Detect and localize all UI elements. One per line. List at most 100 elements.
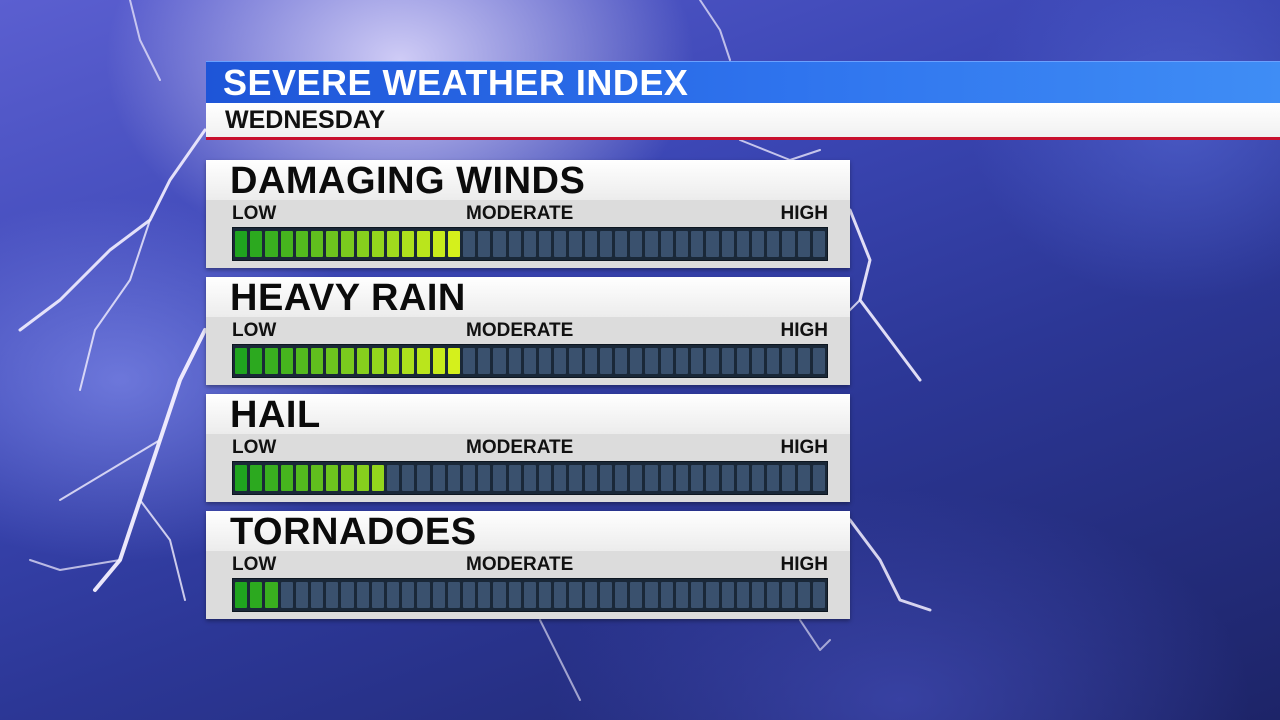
- meter-segment-empty: [584, 465, 597, 491]
- meter-segment-filled: [341, 465, 354, 491]
- meter-segment-empty: [493, 582, 506, 608]
- meter-segment-empty: [797, 582, 810, 608]
- meter-segment-empty: [508, 582, 521, 608]
- meter-segment-empty: [615, 465, 628, 491]
- meter-segment-empty: [341, 582, 354, 608]
- meter-segment-empty: [387, 582, 400, 608]
- meter-segment-empty: [782, 348, 795, 374]
- meter-segment-empty: [691, 465, 704, 491]
- meter-segment-empty: [797, 348, 810, 374]
- meter-segment-empty: [736, 231, 749, 257]
- scale-labels: LOW MODERATE HIGH: [232, 436, 828, 460]
- meter-segment-empty: [691, 582, 704, 608]
- meter-segment-empty: [736, 348, 749, 374]
- meter-segment-empty: [767, 465, 780, 491]
- meter-segment-empty: [478, 231, 491, 257]
- meter-segment-empty: [463, 231, 476, 257]
- meter-segment-filled: [250, 582, 263, 608]
- meter-segment-filled: [311, 348, 324, 374]
- meter-segment-empty: [493, 348, 506, 374]
- level-meter: [232, 344, 828, 378]
- meter-segment-empty: [523, 582, 537, 608]
- meter-segment-empty: [463, 582, 476, 608]
- meter-segment-empty: [660, 582, 673, 608]
- meter-segment-filled: [402, 348, 415, 374]
- meter-segment-empty: [812, 465, 825, 491]
- meter-segment-empty: [706, 582, 719, 608]
- meter-segment-empty: [508, 231, 521, 257]
- meter-segment-empty: [584, 582, 597, 608]
- meter-segment-empty: [660, 348, 673, 374]
- meter-segment-empty: [782, 465, 795, 491]
- meter-segment-filled: [326, 465, 339, 491]
- meter-segment-empty: [478, 465, 491, 491]
- meter-segment-empty: [356, 582, 369, 608]
- meter-segment-filled: [295, 348, 309, 374]
- meter-segment-empty: [706, 231, 719, 257]
- meter-segment-filled: [326, 231, 339, 257]
- meter-segment-filled: [432, 231, 445, 257]
- meter-segment-filled: [250, 231, 263, 257]
- scale-high-label: HIGH: [780, 437, 829, 458]
- meter-segment-empty: [432, 582, 445, 608]
- meter-segment-empty: [417, 465, 430, 491]
- meter-segment-empty: [797, 465, 810, 491]
- meter-segment-empty: [645, 582, 658, 608]
- meter-segment-empty: [721, 348, 734, 374]
- meter-segment-filled: [447, 348, 461, 374]
- meter-segment-filled: [265, 465, 278, 491]
- meter-segment-filled: [432, 348, 445, 374]
- meter-segment-filled: [417, 348, 430, 374]
- scale-high-label: HIGH: [780, 320, 829, 341]
- category-title: HEAVY RAIN: [206, 277, 850, 319]
- category-title: HAIL: [206, 394, 850, 436]
- meter-segment-filled: [295, 465, 309, 491]
- meter-segment-empty: [478, 582, 491, 608]
- scale-high-label: HIGH: [780, 203, 829, 224]
- meter-segment-empty: [539, 348, 552, 374]
- meter-segment-empty: [539, 231, 552, 257]
- meter-segment-empty: [508, 348, 521, 374]
- meter-segment-empty: [599, 465, 613, 491]
- meter-segment-empty: [675, 348, 689, 374]
- meter-segment-empty: [767, 582, 780, 608]
- meter-segment-empty: [523, 465, 537, 491]
- meter-segment-empty: [615, 348, 628, 374]
- scale-labels: LOW MODERATE HIGH: [232, 319, 828, 343]
- meter-segment-empty: [554, 231, 567, 257]
- meter-segment-empty: [812, 348, 825, 374]
- meter-segment-empty: [402, 465, 415, 491]
- meter-segment-empty: [675, 582, 689, 608]
- meter-segment-filled: [447, 231, 461, 257]
- meter-segment-empty: [645, 348, 658, 374]
- meter-segment-empty: [721, 582, 734, 608]
- meter-segment-empty: [569, 231, 582, 257]
- meter-segment-empty: [463, 465, 476, 491]
- meter-segment-empty: [569, 582, 582, 608]
- meter-segment-empty: [432, 465, 445, 491]
- meter-segment-empty: [569, 465, 582, 491]
- meter-segment-filled: [356, 465, 369, 491]
- scale-high-label: HIGH: [780, 554, 829, 575]
- scale-moderate-label: MODERATE: [466, 203, 574, 224]
- meter-segment-empty: [539, 465, 552, 491]
- meter-segment-empty: [691, 231, 704, 257]
- meter-segment-filled: [387, 348, 400, 374]
- meter-segment-filled: [235, 465, 248, 491]
- meter-segment-empty: [554, 582, 567, 608]
- meter-segment-empty: [311, 582, 324, 608]
- meter-segment-filled: [280, 231, 293, 257]
- category-title: DAMAGING WINDS: [206, 160, 850, 202]
- meter-segment-filled: [280, 348, 293, 374]
- meter-segment-empty: [493, 465, 506, 491]
- meter-segment-empty: [767, 231, 780, 257]
- meter-segment-filled: [235, 348, 248, 374]
- scale-moderate-label: MODERATE: [466, 320, 574, 341]
- meter-segment-filled: [387, 231, 400, 257]
- meter-segment-empty: [812, 231, 825, 257]
- index-panel: TORNADOES LOW MODERATE HIGH: [206, 511, 850, 619]
- scale-moderate-label: MODERATE: [466, 554, 574, 575]
- category-title: TORNADOES: [206, 511, 850, 553]
- level-meter: [232, 578, 828, 612]
- meter-segment-empty: [660, 465, 673, 491]
